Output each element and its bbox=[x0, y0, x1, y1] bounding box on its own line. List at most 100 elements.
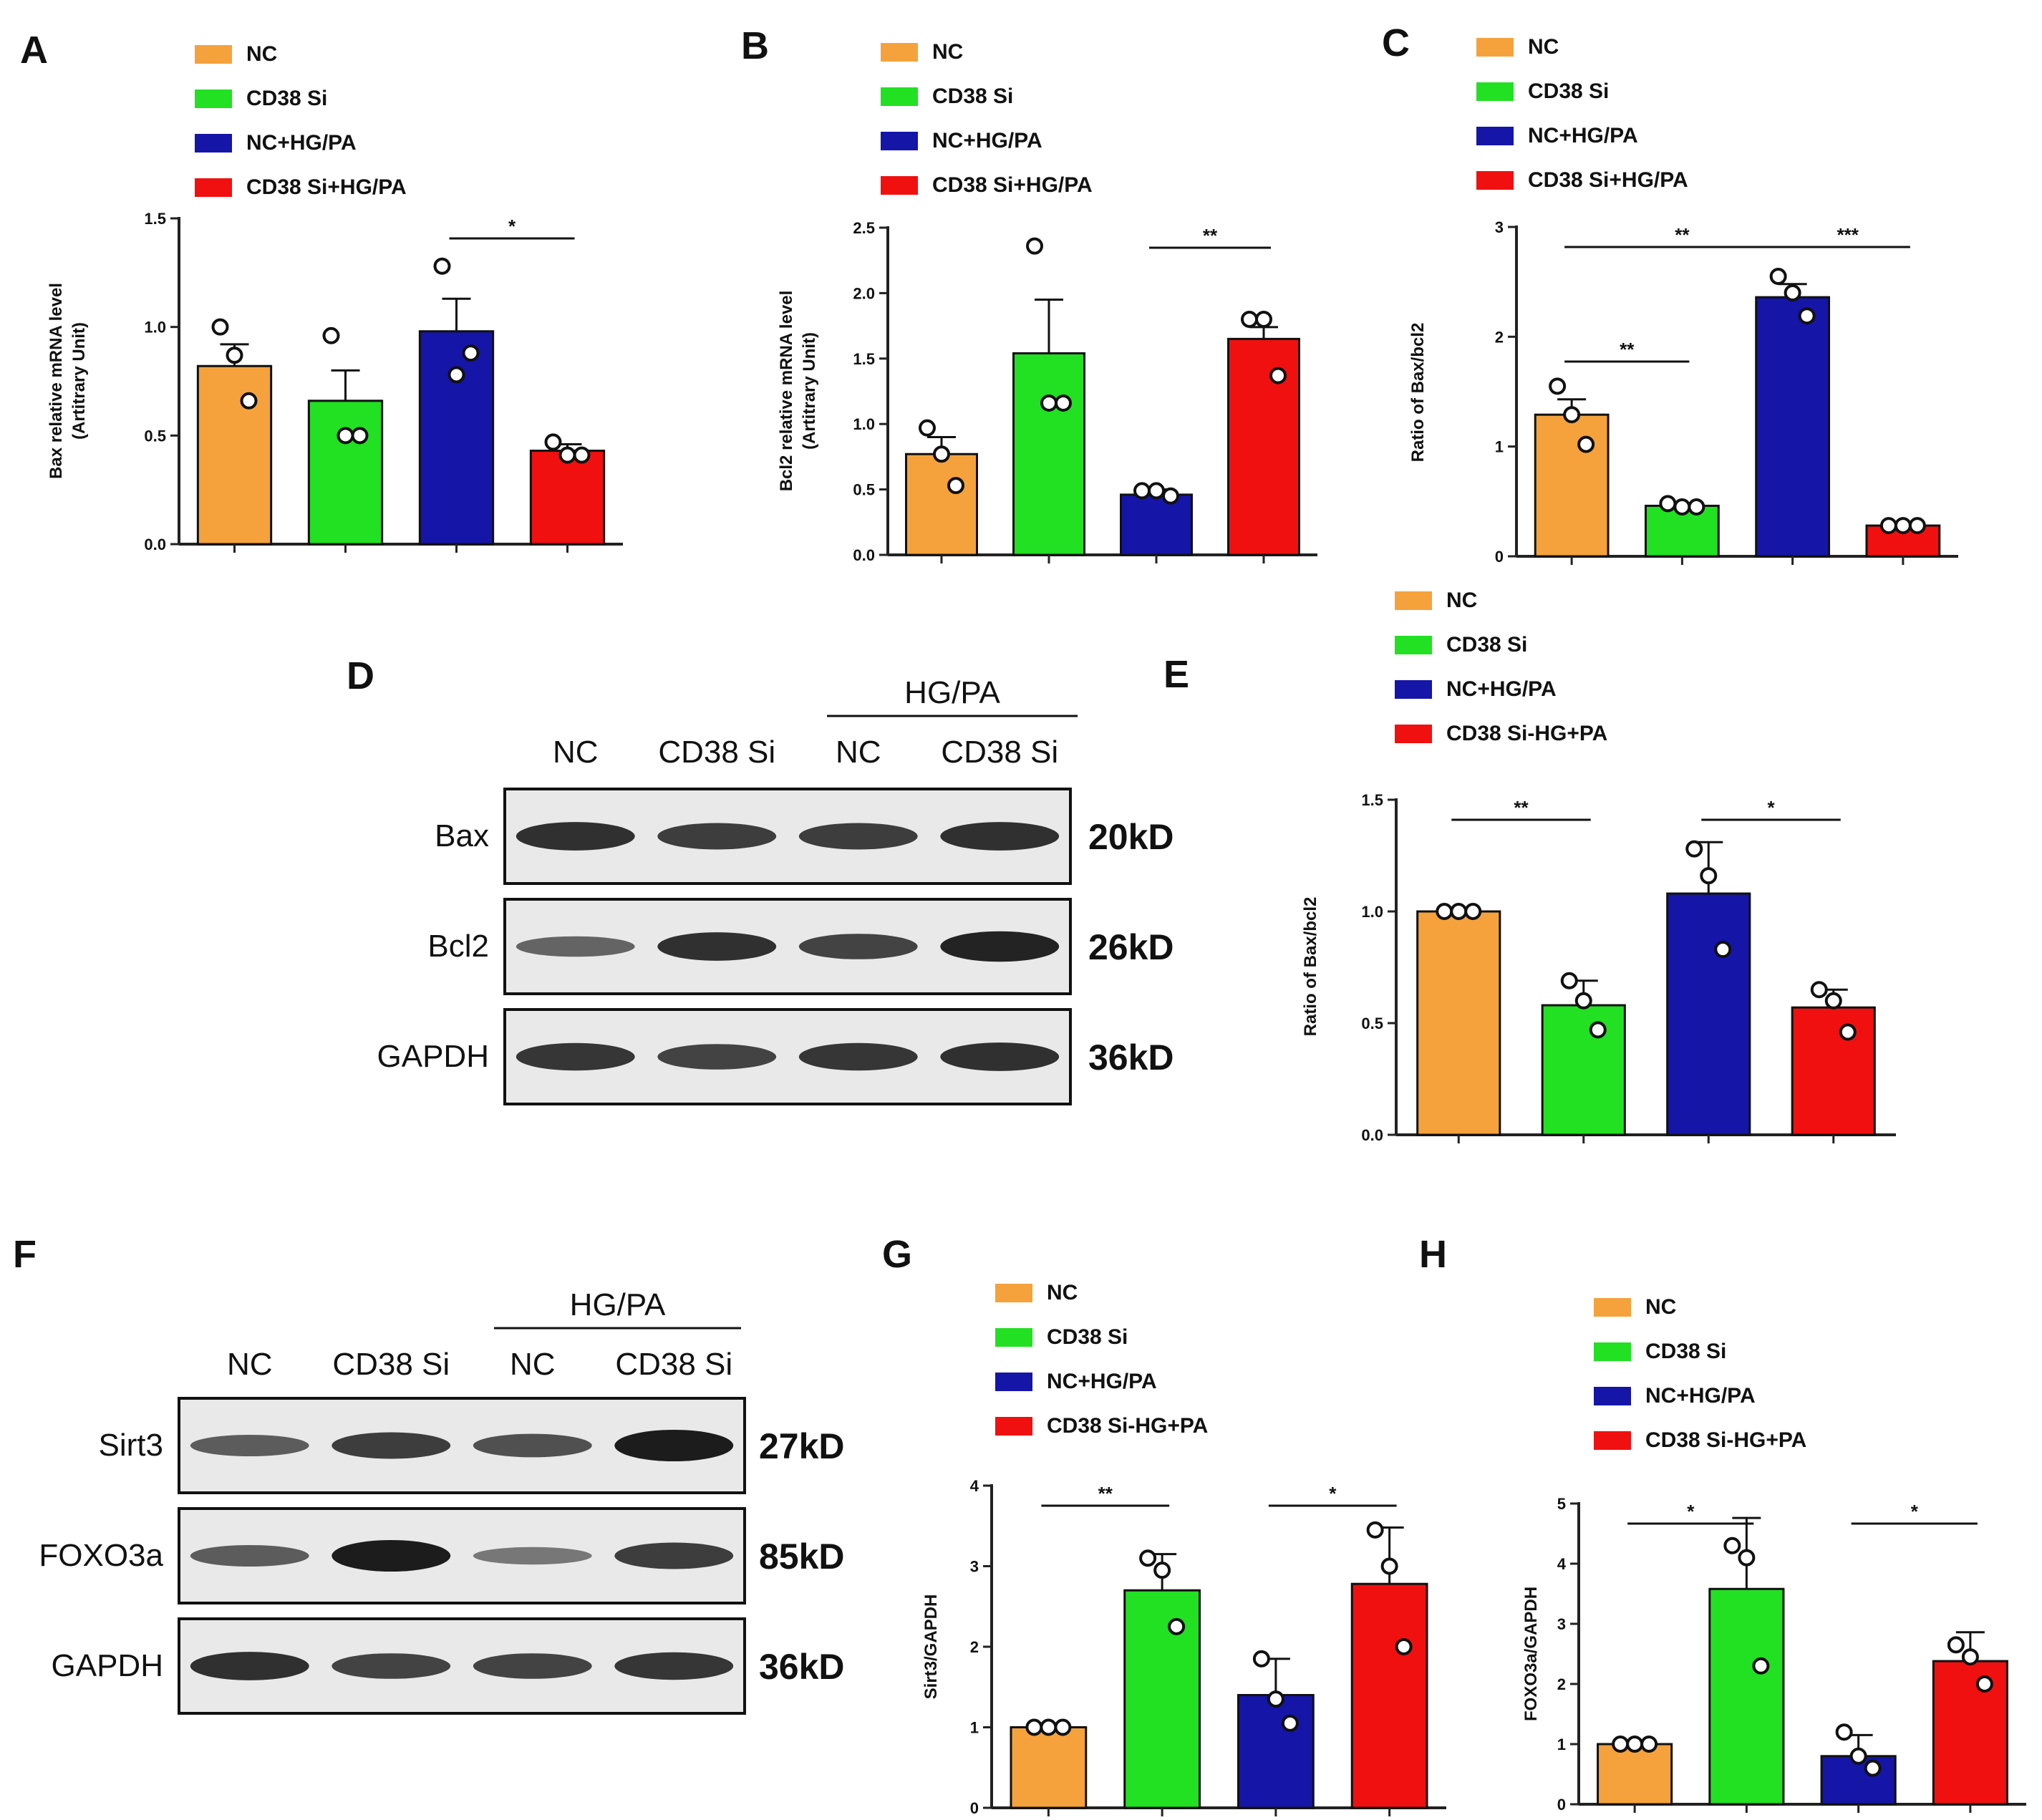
data-point bbox=[1975, 1675, 1993, 1693]
data-point bbox=[1025, 1718, 1043, 1736]
legend-swatch bbox=[1476, 171, 1514, 190]
protein-band bbox=[332, 1540, 451, 1572]
lane-label: NC bbox=[227, 1347, 273, 1382]
lane-label: NC bbox=[510, 1347, 556, 1382]
significance-label: ** bbox=[1675, 224, 1690, 246]
protein-band bbox=[190, 1652, 309, 1680]
y-axis-label: Ratio of Bax/bcl2 bbox=[1408, 323, 1428, 463]
y-tick-label: 1 bbox=[1557, 1736, 1566, 1753]
hg-pa-label: HG/PA bbox=[570, 1287, 666, 1322]
y-axis-title: Ratio of Bax/bcl2 bbox=[1408, 323, 1428, 463]
protein-band bbox=[516, 1042, 635, 1071]
data-point bbox=[240, 392, 258, 410]
y-tick-label: 0 bbox=[1495, 548, 1504, 566]
y-tick-label: 2.5 bbox=[853, 219, 875, 237]
protein-band bbox=[657, 932, 777, 961]
data-point bbox=[351, 427, 369, 445]
data-point bbox=[1563, 406, 1581, 424]
y-axis-title: Sirt3/GAPDH bbox=[921, 1594, 941, 1700]
data-point bbox=[1464, 903, 1482, 920]
legend-label: CD38 Si bbox=[246, 87, 327, 110]
y-tick-label: 2 bbox=[970, 1638, 979, 1656]
legend-label: CD38 Si-HG+PA bbox=[1446, 722, 1607, 745]
legend-label: CD38 Si+HG/PA bbox=[932, 173, 1093, 197]
y-axis-title: FOXO3a/GAPDH bbox=[1521, 1587, 1541, 1721]
data-point bbox=[1366, 1521, 1384, 1539]
panel-letter-b: B bbox=[741, 24, 769, 67]
panel-letter-d: D bbox=[347, 654, 374, 697]
chart-a: 0.0 0.5 1.0 1.5 Bax relative mRNA level (Arti… bbox=[47, 210, 623, 553]
data-point bbox=[1723, 1536, 1741, 1554]
data-point bbox=[1685, 840, 1703, 858]
legend-label: CD38 Si bbox=[1446, 633, 1527, 657]
legend-label: NC+HG/PA bbox=[1645, 1384, 1756, 1408]
kd-label: 20kD bbox=[1088, 817, 1174, 857]
data-point bbox=[1714, 941, 1732, 959]
legend-label: NC+HG/PA bbox=[246, 131, 357, 155]
bar bbox=[1227, 337, 1300, 556]
data-point bbox=[1659, 495, 1677, 513]
lane-label: CD38 Si bbox=[941, 735, 1058, 770]
data-point bbox=[1168, 1617, 1186, 1635]
legend-label: CD38 Si+HG/PA bbox=[1528, 168, 1688, 192]
data-point bbox=[1281, 1714, 1299, 1732]
data-point bbox=[1269, 367, 1287, 384]
data-point bbox=[1947, 1636, 1965, 1654]
legend-swatch bbox=[1395, 680, 1432, 699]
data-point bbox=[1133, 482, 1151, 500]
protein-band bbox=[940, 822, 1060, 851]
significance-label: * bbox=[1911, 1501, 1919, 1522]
legend-swatch bbox=[881, 43, 918, 62]
data-point bbox=[1673, 498, 1691, 515]
data-point bbox=[1640, 1736, 1658, 1753]
data-point bbox=[1040, 1718, 1058, 1736]
legend-label: CD38 Si bbox=[1528, 79, 1609, 103]
legend-swatch bbox=[995, 1373, 1032, 1391]
significance-label: * bbox=[1687, 1501, 1695, 1522]
legend-swatch bbox=[1594, 1387, 1631, 1405]
y-tick-label: 1.5 bbox=[853, 350, 875, 368]
data-point bbox=[1835, 1723, 1853, 1741]
lane-label: CD38 Si bbox=[658, 735, 775, 770]
data-point bbox=[462, 344, 480, 362]
data-point bbox=[433, 257, 451, 275]
legend-label: NC bbox=[246, 42, 277, 66]
lane-label: NC bbox=[553, 735, 599, 770]
western-blot-d: D HG/PA NC CD38 Si NC CD38 Si Bax 20kD Bcl2 26kD G… bbox=[347, 654, 1174, 1105]
data-point bbox=[1153, 1562, 1171, 1579]
panel-letter-a: A bbox=[20, 29, 48, 72]
y-tick-label: 4 bbox=[970, 1477, 979, 1495]
bar bbox=[1237, 1694, 1315, 1809]
bar bbox=[1350, 1582, 1428, 1809]
y-tick-label: 1.0 bbox=[853, 415, 875, 433]
bar bbox=[1012, 352, 1085, 556]
y-tick-label: 3 bbox=[1495, 218, 1504, 236]
protein-label: Bcl2 bbox=[427, 929, 489, 964]
protein-band bbox=[940, 1042, 1060, 1071]
legend-e: NC CD38 Si NC+HG/PA CD38 Si-HG+PA bbox=[1395, 589, 1607, 745]
y-axis-label: Ratio of Bax/bcl2 bbox=[1301, 897, 1320, 1037]
bar bbox=[1755, 296, 1831, 558]
data-point bbox=[1784, 284, 1801, 301]
legend-swatch bbox=[995, 1284, 1032, 1302]
y-tick-label: 0.0 bbox=[144, 536, 166, 553]
panel-letter-e: E bbox=[1163, 653, 1189, 696]
bar bbox=[905, 452, 978, 556]
kd-label: 26kD bbox=[1088, 927, 1174, 967]
legend-swatch bbox=[995, 1328, 1032, 1347]
legend-swatch bbox=[881, 132, 918, 150]
bar bbox=[1541, 1004, 1626, 1136]
data-point bbox=[1026, 237, 1043, 255]
data-point bbox=[1380, 1557, 1398, 1575]
legend-label: CD38 Si-HG+PA bbox=[1047, 1414, 1208, 1438]
y-tick-label: 2 bbox=[1557, 1675, 1566, 1693]
y-axis-title: Ratio of Bax/bcl2 bbox=[1301, 897, 1320, 1037]
data-point bbox=[1839, 1023, 1857, 1041]
y-tick-label: 2 bbox=[1495, 328, 1504, 346]
data-point bbox=[919, 419, 936, 437]
protein-band bbox=[190, 1435, 309, 1456]
protein-band bbox=[332, 1653, 451, 1679]
legend-label: NC bbox=[1528, 35, 1559, 59]
legend-b: NC CD38 Si NC+HG/PA CD38 Si+HG/PA bbox=[881, 40, 1093, 197]
